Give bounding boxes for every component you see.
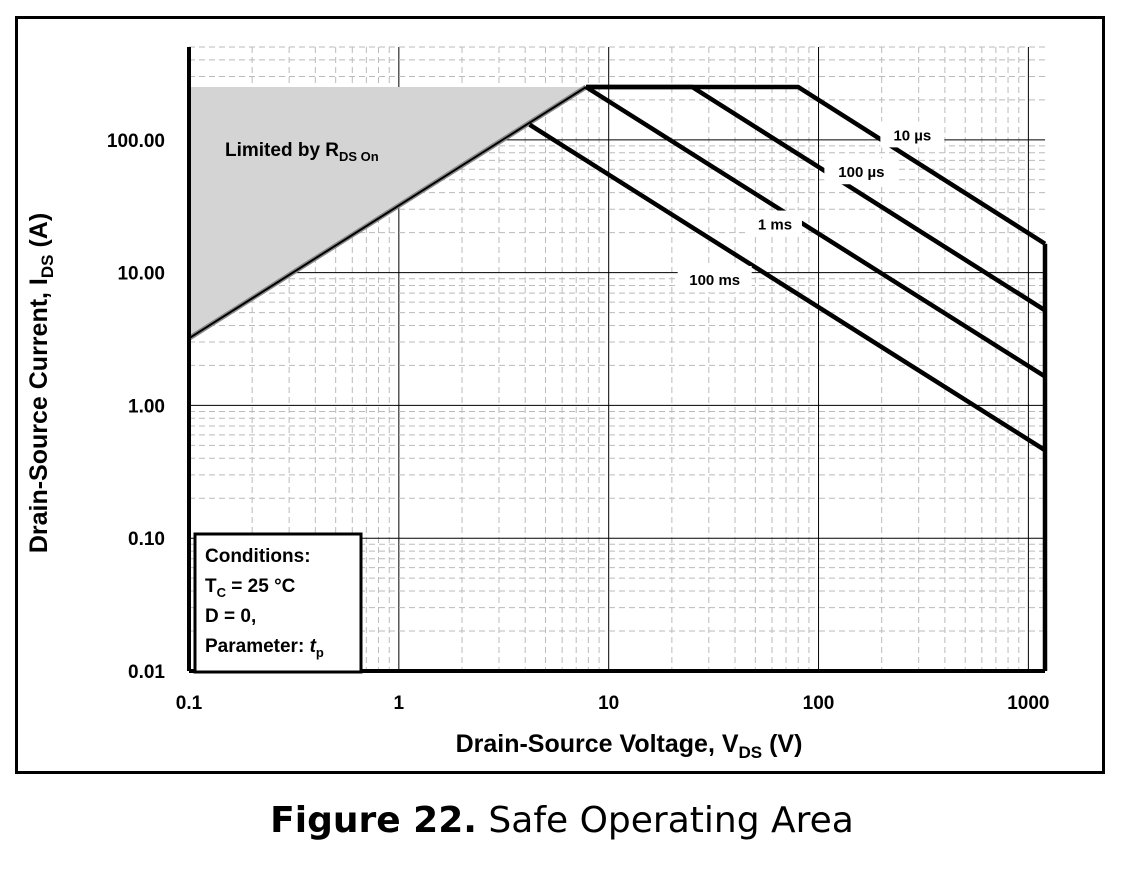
rds-on-boundary-line xyxy=(188,86,587,340)
x-axis-label-suffix: (V) xyxy=(762,730,802,758)
x-tick-label: 100 xyxy=(803,693,835,714)
figure-caption: Figure 22. Safe Operating Area xyxy=(0,800,1124,841)
conditions-temperature: TC = 25 °C xyxy=(205,576,296,600)
soa-chart: 0.1 1 10 100 1000 0.01 0.10 1.00 10.00 100.00 10 … xyxy=(25,46,1050,762)
series-label-bg xyxy=(747,210,802,237)
x-axis-label: Drain-Source Voltage, VDS (V) xyxy=(456,730,803,762)
y-tick-label: 1.00 xyxy=(128,396,165,417)
y-tick-label: 10.00 xyxy=(117,264,165,285)
x-tick-label: 1 xyxy=(394,693,405,714)
conditions-temperature-prefix: T xyxy=(205,576,217,597)
series-line-3 xyxy=(528,122,1047,453)
conditions-temperature-sub: C xyxy=(217,585,227,600)
y-tick-label: 100.00 xyxy=(107,131,165,152)
series-labels: 10 µs 100 µs 1 ms 100 ms xyxy=(677,121,945,292)
conditions-title: Conditions: xyxy=(205,546,311,567)
series-line-2 xyxy=(584,85,1047,379)
y-axis-label: Drain-Source Current, IDS (A) xyxy=(25,213,57,553)
series-label-bg xyxy=(824,158,899,185)
rds-on-label: Limited by RDS On xyxy=(225,140,379,164)
x-tick-label: 0.1 xyxy=(176,693,203,714)
conditions-parameter-sub: p xyxy=(316,645,324,660)
series-label: 10 µs xyxy=(893,127,931,144)
series-line-1 xyxy=(586,84,1047,313)
figure-number: Figure 22. xyxy=(270,800,477,841)
conditions-parameter-prefix: Parameter: xyxy=(205,636,310,657)
conditions-duty: D = 0, xyxy=(205,606,256,627)
x-axis-label-text: Drain-Source Voltage, V xyxy=(456,730,739,758)
rds-on-region xyxy=(187,84,588,341)
y-tick-label: 0.10 xyxy=(128,529,165,550)
conditions-temperature-suffix: = 25 °C xyxy=(226,576,296,597)
series-label-bg xyxy=(880,121,945,148)
figure-title: Safe Operating Area xyxy=(488,800,854,841)
conditions-box: Conditions: TC = 25 °C D = 0, Parameter:… xyxy=(193,532,363,674)
x-axis-label-sub: DS xyxy=(739,743,763,762)
series-lines xyxy=(528,84,1048,671)
x-tick-label: 1000 xyxy=(1007,693,1049,714)
rds-on-label-sub: DS On xyxy=(339,149,379,164)
y-axis-label-text: Drain-Source Current, I xyxy=(25,278,53,553)
x-tick-label: 10 xyxy=(598,693,619,714)
conditions-parameter-italic: t xyxy=(310,636,317,657)
rds-on-label-text: Limited by R xyxy=(225,140,339,161)
series-label-bg xyxy=(677,265,752,292)
conditions-parameter: Parameter: tp xyxy=(205,636,324,660)
chart-frame: 0.1 1 10 100 1000 0.01 0.10 1.00 10.00 100.00 10 … xyxy=(15,16,1105,774)
series-label: 100 µs xyxy=(838,164,884,181)
series-label: 1 ms xyxy=(758,217,792,234)
series-label: 100 ms xyxy=(689,272,740,289)
y-axis-label-sub: DS xyxy=(38,254,57,278)
tick-labels: 0.1 1 10 100 1000 0.01 0.10 1.00 10.00 100.00 xyxy=(107,131,1050,714)
y-axis-label-suffix: (A) xyxy=(25,213,53,255)
y-tick-label: 0.01 xyxy=(128,662,165,683)
conditions-border xyxy=(193,532,363,674)
